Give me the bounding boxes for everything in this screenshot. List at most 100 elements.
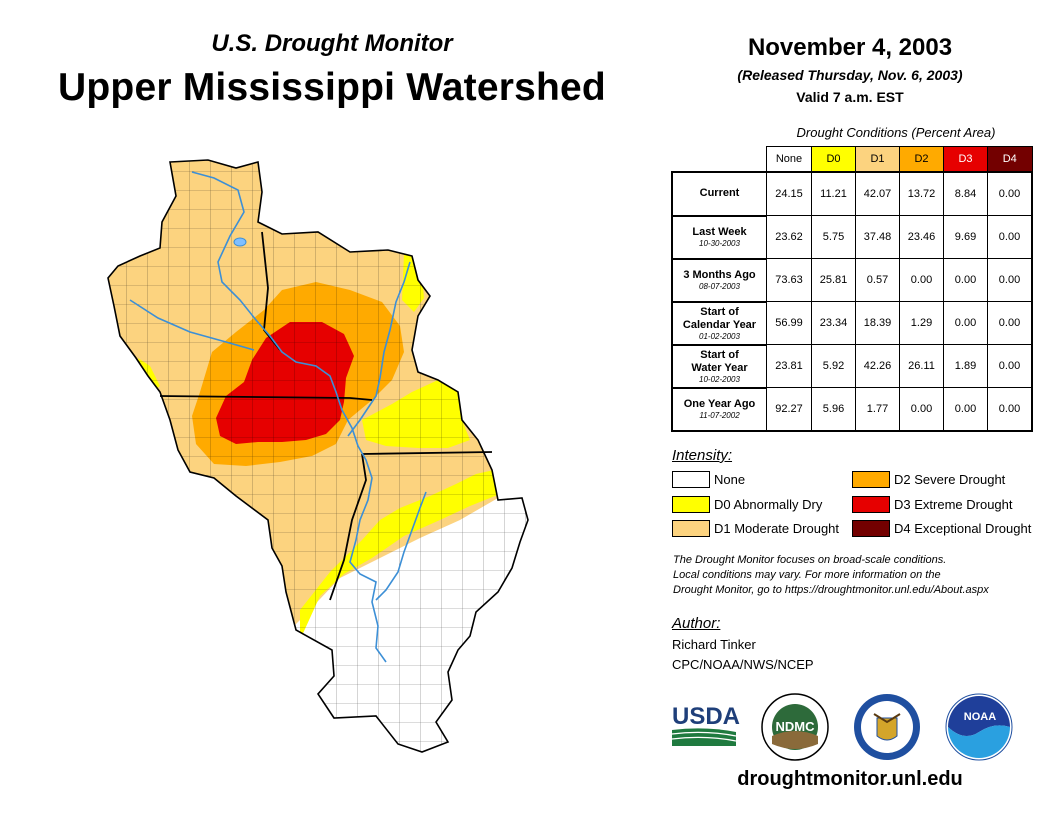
legend-swatch [852,471,890,488]
legend-swatch [672,520,710,537]
table-cell: 0.00 [899,387,944,432]
table-cell: 23.62 [766,215,812,259]
row-date: 10-02-2003 [699,374,740,384]
table-cell: 25.81 [811,258,856,302]
table-cell: 73.63 [766,258,812,302]
row-date: 10-30-2003 [699,239,740,248]
row-date: 01-02-2003 [699,331,740,341]
table-cell: 1.29 [899,301,944,345]
table-cell: 11.21 [811,171,856,216]
table-cell: 92.27 [766,387,812,432]
table-cell: 23.34 [811,301,856,345]
table-cell: 56.99 [766,301,812,345]
legend-item-d2: D2 Severe Drought [852,471,1005,488]
row-label: Current [699,187,740,200]
legend-label: D0 Abnormally Dry [714,497,823,512]
table-cell: 23.81 [766,344,812,388]
row-label: Last Week [692,226,747,238]
drought-table: None D0 D1 D2 D3 D4 Current 24.15 11.21 … [671,146,1033,432]
table-cell: 1.89 [943,344,988,388]
legend-item-d1: D1 Moderate Drought [672,520,839,537]
table-row: Start of Calendar Year 01-02-2003 56.99 23… [671,300,1033,345]
legend-label: D3 Extreme Drought [894,497,1013,512]
legend-item-d0: D0 Abnormally Dry [672,496,822,513]
table-cell: 0.00 [987,301,1033,345]
usda-logo: USDA [671,703,740,746]
table-cell: 0.00 [987,215,1033,259]
noaa-logo-text: NOAA [964,711,996,723]
table-row: Start of Water Year 10-02-2003 23.81 5.92 … [671,343,1033,388]
table-cell: 0.00 [987,344,1033,388]
table-cell: 0.00 [987,171,1033,216]
table-cell: 42.26 [855,344,900,388]
ndmc-logo: NDMC [761,693,829,761]
map-date: November 4, 2003 [747,34,953,61]
legend-label: D1 Moderate Drought [714,521,840,536]
table-cell: 0.00 [943,301,988,345]
table-header-row: None D0 D1 D2 D3 D4 [672,146,1033,173]
table-cell: 13.72 [899,171,944,216]
table-row: Last Week 10-30-2003 23.62 5.75 37.48 23.… [671,214,1033,259]
valid-time: Valid 7 a.m. EST [796,89,904,105]
row-label-2: Calendar Year [682,318,757,331]
note-line: Local conditions may vary. For more info… [673,569,941,581]
note-line: The Drought Monitor focuses on broad-sca… [673,554,947,566]
author-org: CPC/NOAA/NWS/NCEP [672,657,814,672]
map-title: Upper Mississippi Watershed [58,66,606,109]
map-subtitle: U.S. Drought Monitor [211,30,453,57]
legend-label: D2 Severe Drought [894,472,1006,487]
basin-outline [107,159,529,753]
legend-label: D4 Exceptional Drought [894,521,1032,536]
table-row: One Year Ago 11-07-2002 92.27 5.96 1.77 0… [671,386,1033,432]
table-cell: 5.75 [811,215,856,259]
author-heading: Author: [672,615,721,632]
release-date: (Released Thursday, Nov. 6, 2003) [737,67,963,83]
table-cell: 0.00 [943,258,988,302]
col-d0: D0 [811,146,856,173]
col-d2: D2 [899,146,944,173]
table-cell: 5.92 [811,344,856,388]
table-cell: 18.39 [855,301,900,345]
doc-seal-logo [854,694,920,760]
footer-url: droughtmonitor.unl.edu [737,768,963,790]
col-d1: D1 [855,146,900,173]
legend-swatch [672,471,710,488]
info-note: The Drought Monitor focuses on broad-sca… [673,553,1048,598]
author-name: Richard Tinker [672,637,756,652]
drought-map [107,159,529,753]
usda-logo-text: USDA [672,703,740,730]
row-date: 11-07-2002 [699,411,740,421]
legend-title: Intensity: [672,447,733,464]
row-date: 08-07-2003 [699,282,740,291]
county-grid [108,160,528,752]
col-none: None [766,146,812,173]
table-cell: 37.48 [855,215,900,259]
row-label: Start of [700,348,739,361]
legend-swatch [672,496,710,513]
table-cell: 42.07 [855,171,900,216]
table-cell: 5.96 [811,387,856,432]
table-row: Current 24.15 11.21 42.07 13.72 8.84 0.0… [671,171,1033,216]
legend-item-d3: D3 Extreme Drought [852,496,1013,513]
legend-swatch [852,520,890,537]
table-cell: 0.00 [987,258,1033,302]
table-cell: 1.77 [855,387,900,432]
table-cell: 0.00 [899,258,944,302]
table-cell: 0.57 [855,258,900,302]
row-label: Start of [700,305,739,318]
ndmc-logo-text: NDMC [776,719,816,734]
legend-item-none: None [672,471,745,488]
table-caption: Drought Conditions (Percent Area) [796,125,996,140]
row-label: One Year Ago [683,398,756,411]
col-d4: D4 [987,146,1033,173]
legend-swatch [852,496,890,513]
table-cell: 8.84 [943,171,988,216]
row-label-2: Water Year [691,361,748,374]
row-label: 3 Months Ago [683,269,756,281]
legend-item-d4: D4 Exceptional Drought [852,520,1031,537]
legend-label: None [714,472,746,487]
table-cell: 9.69 [943,215,988,259]
table-cell: 26.11 [899,344,944,388]
col-d3: D3 [943,146,988,173]
lake [233,237,247,247]
